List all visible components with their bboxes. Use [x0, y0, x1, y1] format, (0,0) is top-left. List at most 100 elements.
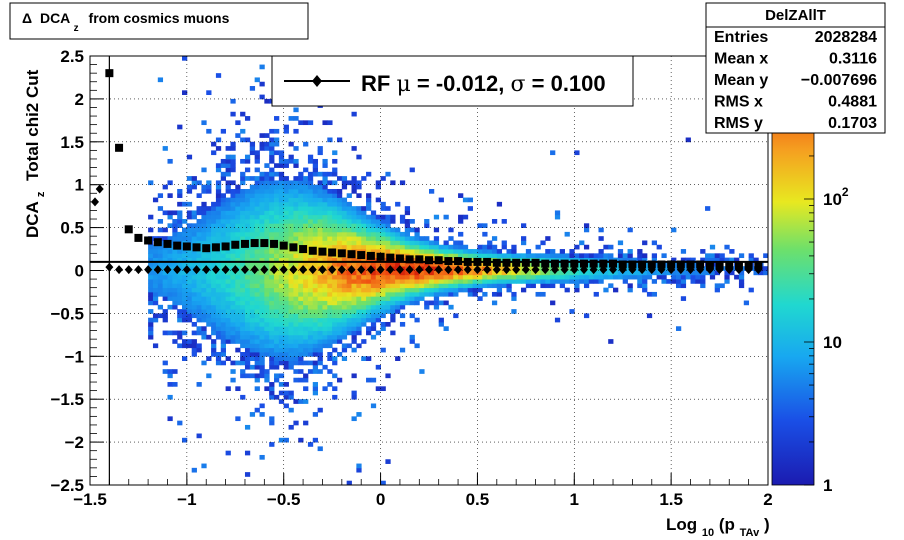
heat-cell — [235, 236, 241, 241]
heat-cell — [235, 334, 241, 340]
heat-cell — [661, 270, 667, 276]
heat-cell — [729, 249, 735, 254]
heat-cell — [244, 158, 251, 164]
heat-cell — [206, 300, 212, 306]
heat-cell — [196, 343, 202, 349]
heat-cell — [240, 137, 246, 143]
heat-cell — [278, 309, 285, 314]
heat-cell — [235, 347, 241, 353]
heat-cell — [341, 261, 348, 267]
heat-cell — [240, 214, 246, 220]
heat-cell — [346, 261, 352, 267]
heat-cell — [264, 287, 270, 293]
heat-cell — [327, 296, 333, 301]
heat-cell — [215, 326, 222, 331]
heat-cell — [162, 236, 168, 241]
heat-cell — [453, 283, 459, 289]
y-tick-label: 2.5 — [60, 47, 84, 66]
heat-cell — [341, 184, 348, 190]
marker-square — [521, 258, 530, 267]
heat-cell — [244, 167, 251, 173]
heat-cell — [317, 253, 323, 259]
heat-cell — [714, 253, 720, 259]
heat-cell — [206, 309, 212, 314]
heat-cell — [317, 180, 323, 186]
heat-cell — [225, 210, 231, 216]
heat-cell — [235, 227, 241, 233]
heat-cell — [264, 274, 270, 280]
marker-diamond — [231, 265, 240, 275]
heat-cell — [269, 201, 275, 207]
heat-cell — [148, 309, 154, 314]
heat-cell — [186, 300, 193, 306]
heat-cell — [274, 219, 280, 224]
heat-cell — [191, 300, 197, 306]
heat-cell — [327, 223, 333, 228]
heat-cell — [283, 390, 289, 396]
heat-cell — [395, 356, 401, 361]
heat-cell — [530, 253, 536, 259]
heat-cell — [366, 206, 372, 211]
heat-cell — [240, 171, 246, 177]
heat-cell — [278, 339, 285, 344]
heat-cell — [288, 339, 294, 344]
heat-cell — [709, 244, 716, 250]
heat-cell — [545, 270, 551, 276]
heat-cell — [235, 253, 241, 259]
heat-cell — [211, 309, 217, 314]
heat-cell — [312, 390, 319, 396]
heat-cell — [230, 197, 236, 203]
heat-cell — [385, 270, 391, 276]
heat-cell — [283, 437, 289, 443]
heat-cell — [322, 261, 328, 267]
heat-cell — [390, 279, 396, 284]
heat-cell — [254, 360, 260, 366]
heat-cell — [385, 231, 391, 237]
heat-cell — [288, 364, 294, 370]
heat-cell — [206, 236, 212, 241]
heat-cell — [196, 274, 202, 280]
heat-cell — [264, 334, 270, 340]
heat-cell — [230, 201, 236, 207]
heat-cell — [283, 261, 289, 267]
heat-cell — [162, 291, 168, 297]
heat-cell — [467, 274, 473, 280]
heat-cell — [307, 279, 314, 284]
heat-cell — [196, 287, 202, 293]
heat-cell — [341, 347, 348, 353]
heat-cell — [278, 291, 285, 297]
heat-cell — [695, 279, 701, 284]
heat-cell — [264, 339, 270, 344]
marker-square — [347, 250, 356, 259]
heat-cell — [351, 236, 357, 241]
heat-cell — [540, 274, 546, 280]
heat-cell — [414, 279, 420, 284]
heat-cell — [559, 283, 565, 289]
heat-cell — [249, 146, 256, 151]
heat-cell — [211, 317, 217, 323]
heat-cell — [244, 330, 251, 336]
heat-cell — [564, 270, 570, 276]
heat-cell — [148, 283, 154, 289]
heat-cell — [327, 206, 333, 211]
heat-cell — [235, 214, 241, 220]
heat-cell — [249, 244, 256, 250]
heat-cell — [269, 184, 275, 190]
heat-cell — [346, 193, 352, 198]
heat-cell — [336, 326, 343, 331]
heat-cell — [361, 304, 367, 310]
heat-cell — [322, 214, 328, 220]
heat-cell — [482, 231, 488, 237]
heat-cell — [424, 244, 430, 250]
heat-cell — [307, 261, 314, 267]
heat-cell — [225, 201, 231, 207]
heat-cell — [409, 291, 415, 297]
heat-cell — [298, 274, 304, 280]
y-tick-label: 1.5 — [60, 133, 84, 152]
heat-cell — [293, 206, 299, 211]
heat-cell — [656, 244, 662, 250]
heat-cell — [148, 321, 154, 327]
heat-cell — [254, 167, 260, 173]
heat-cell — [724, 257, 730, 263]
heat-cell — [249, 150, 256, 156]
